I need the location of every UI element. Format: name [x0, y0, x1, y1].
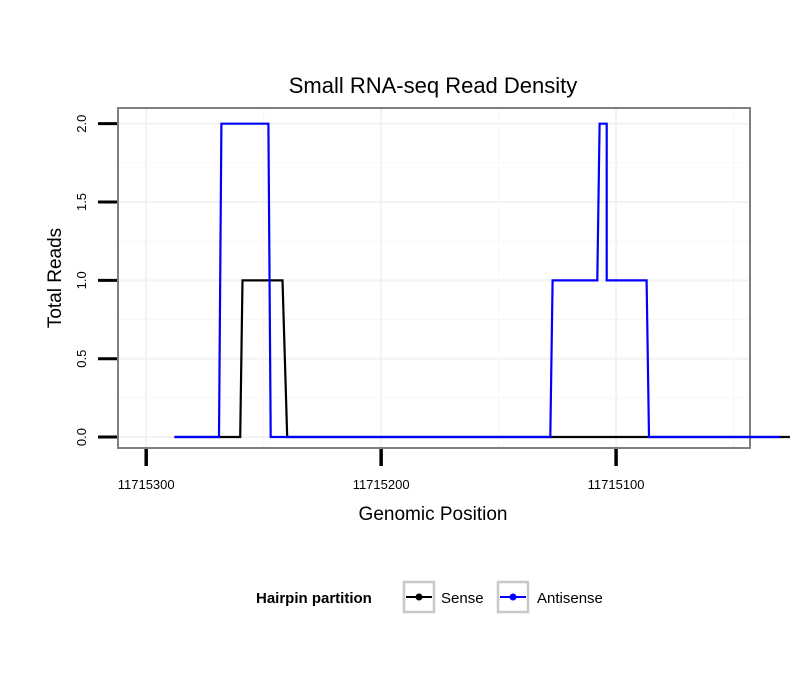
legend-title: Hairpin partition	[256, 590, 372, 607]
x-axis-label: Genomic Position	[359, 504, 508, 525]
legend-label-sense: Sense	[441, 590, 484, 607]
legend-point-sense	[415, 593, 423, 601]
legend-label-antisense: Antisense	[537, 590, 603, 607]
legend-point-antisense	[509, 593, 517, 601]
chart-title: Small RNA-seq Read Density	[289, 73, 578, 98]
y-tick-label: 0.5	[74, 350, 89, 368]
legend-key-antisense	[496, 580, 530, 614]
data-series	[174, 122, 790, 439]
plot-panel-border	[117, 107, 751, 449]
x-tick-label: 11715300	[118, 477, 175, 492]
legend-key-sense	[402, 580, 436, 614]
y-tick-label: 1.5	[74, 193, 89, 211]
x-tick-label: 11715100	[588, 477, 645, 492]
y-tick-label: 0.0	[74, 428, 89, 446]
y-axis-label: Total Reads	[45, 228, 66, 328]
y-axis-ticks: 0.0 0.5 1.0 1.5 2.0	[74, 115, 117, 446]
series-line-antisense	[174, 122, 781, 439]
x-axis-ticks: 11715300 11715200 11715100	[118, 449, 645, 492]
y-tick-label: 1.0	[74, 271, 89, 289]
x-tick-label: 11715200	[353, 477, 410, 492]
y-tick-label: 2.0	[74, 115, 89, 133]
legend: Hairpin partition Sense Antisense	[256, 580, 603, 614]
